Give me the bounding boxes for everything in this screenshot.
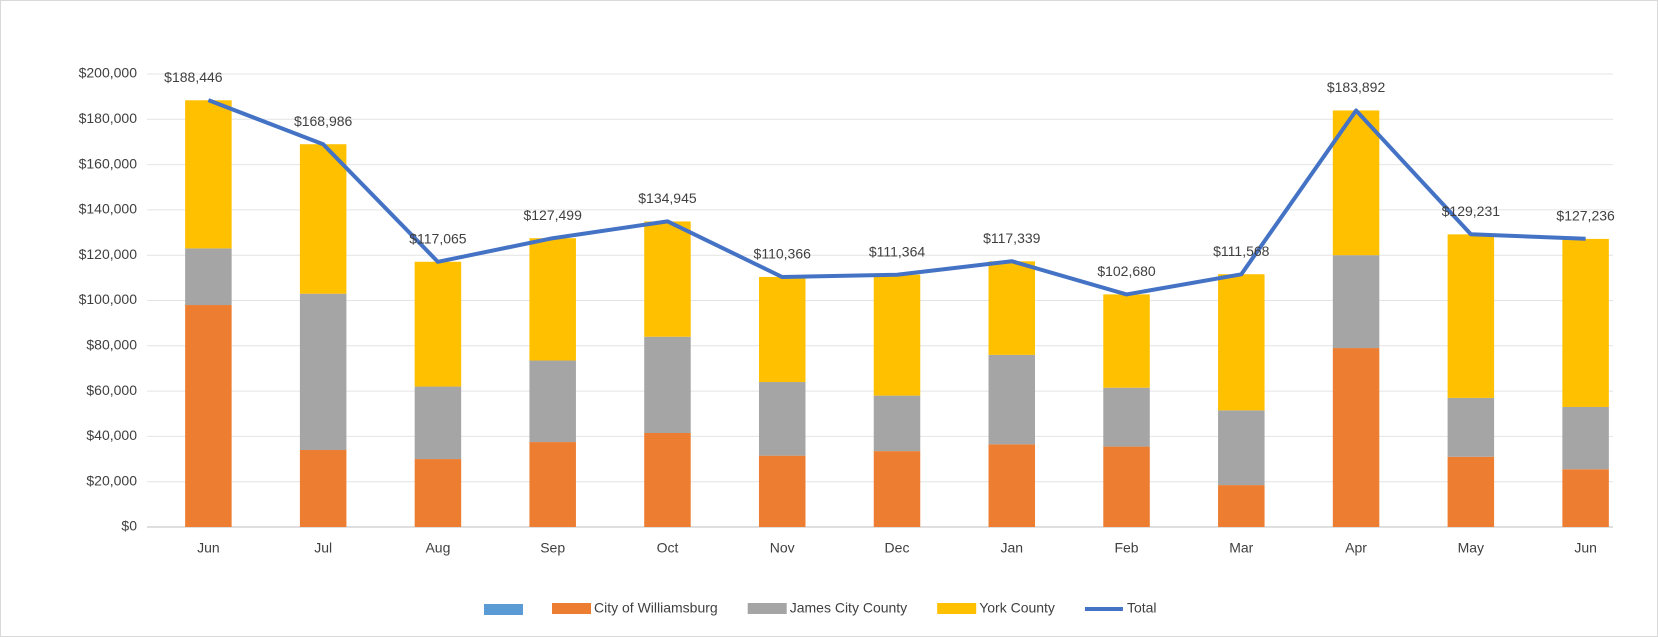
bar-segment xyxy=(758,455,806,527)
legend-swatch xyxy=(552,603,591,614)
data-label: $127,236 xyxy=(1556,208,1615,224)
x-tick-label: Mar xyxy=(1229,540,1253,556)
bar-segment xyxy=(644,433,691,527)
bar-segment xyxy=(873,451,921,527)
bar-segment xyxy=(758,276,806,383)
bar-segment xyxy=(299,449,347,527)
bar-segment xyxy=(1447,456,1495,527)
y-tick-label: $60,000 xyxy=(86,382,137,398)
legend-swatch xyxy=(484,604,523,615)
bar-segment xyxy=(988,354,1036,445)
bar-segment xyxy=(185,100,232,249)
bar-segment xyxy=(185,305,232,527)
x-tick-label: Jun xyxy=(197,540,220,556)
x-tick-label: Apr xyxy=(1345,540,1367,556)
bar-segment xyxy=(988,444,1036,527)
bar-segment xyxy=(529,360,576,443)
y-tick-label: $80,000 xyxy=(86,337,137,353)
data-label: $102,680 xyxy=(1097,263,1156,279)
bar-segment xyxy=(873,274,921,396)
x-tick-label: Oct xyxy=(657,540,679,556)
bar-segment xyxy=(299,293,347,450)
y-tick-label: $160,000 xyxy=(79,155,138,171)
bar-segment xyxy=(873,395,921,452)
bar-segment xyxy=(1562,238,1609,407)
bar-segment xyxy=(1218,485,1265,527)
x-tick-label: Jun xyxy=(1574,540,1597,556)
bar-segment xyxy=(1332,255,1380,349)
x-tick-label: Aug xyxy=(425,540,450,556)
data-label: $168,986 xyxy=(294,113,353,129)
y-tick-label: $200,000 xyxy=(79,65,138,81)
data-label: $110,366 xyxy=(754,246,812,262)
legend-label: James City County xyxy=(790,600,907,616)
bar-segment xyxy=(414,261,462,387)
bar-segment xyxy=(299,144,347,294)
data-label: $127,499 xyxy=(523,207,582,223)
bar-segment xyxy=(1103,294,1150,388)
y-tick-label: $180,000 xyxy=(79,110,138,126)
y-tick-label: $140,000 xyxy=(79,201,138,217)
legend-swatch xyxy=(747,603,787,614)
bar-segment xyxy=(988,261,1036,355)
x-tick-label: May xyxy=(1458,540,1484,556)
bar-segment xyxy=(529,238,576,361)
bar-segment xyxy=(185,248,232,306)
bar-segment xyxy=(1218,410,1265,486)
data-label: $117,065 xyxy=(409,231,467,247)
bar-segment xyxy=(1218,274,1265,411)
legend-label: Total xyxy=(1127,600,1157,616)
data-label: $111,364 xyxy=(869,243,926,259)
bar-segment xyxy=(1447,234,1495,398)
bar-segment xyxy=(1103,387,1150,447)
bar-segment xyxy=(644,221,691,337)
bar-segment xyxy=(414,459,462,527)
y-tick-label: $100,000 xyxy=(79,291,138,307)
total-line xyxy=(207,98,1586,297)
data-label: $183,892 xyxy=(1327,79,1386,95)
x-tick-label: Sep xyxy=(540,540,565,556)
bar-segment xyxy=(529,442,576,527)
data-label: $111,568 xyxy=(1213,243,1270,259)
data-label: $117,339 xyxy=(983,230,1041,246)
data-label: $129,231 xyxy=(1442,203,1501,219)
x-tick-label: Nov xyxy=(770,540,795,556)
y-tick-label: $40,000 xyxy=(86,427,137,443)
legend-swatch xyxy=(937,603,977,614)
y-tick-label: $120,000 xyxy=(79,246,138,262)
y-tick-label: $20,000 xyxy=(86,472,137,488)
bar-segment xyxy=(644,336,691,434)
data-label: $134,945 xyxy=(638,190,697,206)
bar-segment xyxy=(1332,348,1380,527)
x-tick-label: Feb xyxy=(1114,540,1138,556)
bar-segment xyxy=(1562,469,1609,527)
bar-segment xyxy=(414,386,462,460)
legend-label: York County xyxy=(979,600,1055,616)
y-tick-label: $0 xyxy=(121,518,137,534)
bar-segment xyxy=(758,382,806,456)
x-tick-label: Dec xyxy=(885,540,910,556)
x-tick-label: Jan xyxy=(1000,540,1023,556)
data-label: $188,446 xyxy=(164,69,223,85)
bar-segment xyxy=(1562,406,1609,470)
bar-segment xyxy=(1447,397,1495,457)
legend-label: City of Williamsburg xyxy=(594,600,718,616)
x-tick-label: Jul xyxy=(314,540,332,556)
bar-segment xyxy=(1103,446,1150,527)
